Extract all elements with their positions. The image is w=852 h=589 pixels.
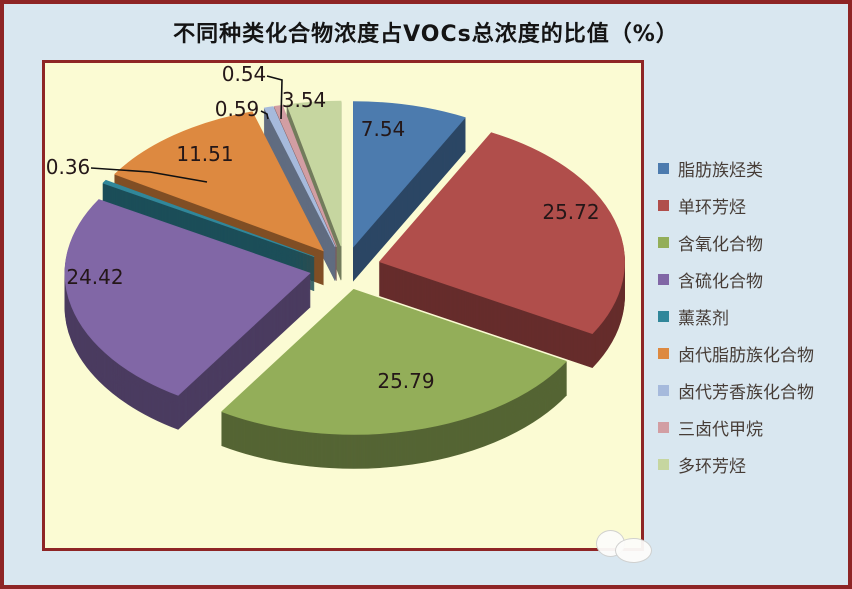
legend-label: 薰蒸剂 <box>678 309 729 329</box>
legend-item: 含氧化合物 <box>658 224 814 261</box>
legend-item: 卤代芳香族化合物 <box>658 372 814 409</box>
legend-item: 薰蒸剂 <box>658 298 814 335</box>
legend-color-swatch <box>658 348 669 359</box>
data-label: 0.36 <box>46 155 91 179</box>
pie-slice-2 <box>378 132 625 335</box>
watermark-face-icon <box>615 538 652 563</box>
legend-item: 三卤代甲烷 <box>658 409 814 446</box>
legend-color-swatch <box>658 237 669 248</box>
leader-line <box>90 167 208 183</box>
legend-label: 含硫化合物 <box>678 272 763 292</box>
legend-color-swatch <box>658 385 669 396</box>
pie-slice-1 <box>353 101 466 248</box>
legend-label: 卤代脂肪族化合物 <box>678 346 814 366</box>
legend-color-swatch <box>658 200 669 211</box>
leader-line <box>260 110 269 120</box>
legend-label: 多环芳烃 <box>678 457 746 477</box>
legend-label: 卤代芳香族化合物 <box>678 383 814 403</box>
legend-item: 含硫化合物 <box>658 261 814 298</box>
legend-label: 三卤代甲烷 <box>678 420 763 440</box>
legend-color-swatch <box>658 459 669 470</box>
plot-area: 7.54 25.72 25.79 24.42 0.36 11.51 0.59 0.54 3.54 <box>42 60 644 551</box>
data-label: 25.72 <box>542 200 599 224</box>
legend-color-swatch <box>658 311 669 322</box>
leader-line <box>266 75 283 120</box>
chart-title: 不同种类化合物浓度占VOCs总浓度的比值（%） <box>173 22 679 47</box>
legend-label: 单环芳烃 <box>678 198 746 218</box>
legend-label: 含氧化合物 <box>678 235 763 255</box>
legend-color-swatch <box>658 422 669 433</box>
pie-slice-7 <box>263 106 336 247</box>
legend-color-swatch <box>658 163 669 174</box>
pie-slice-3 <box>221 288 568 435</box>
legend-label: 脂肪族烃类 <box>678 161 763 181</box>
legend-color-swatch <box>658 274 669 285</box>
pie-slice-4 <box>64 199 311 396</box>
data-label: 7.54 <box>361 117 406 141</box>
data-label: 0.59 <box>215 97 260 121</box>
data-label: 24.42 <box>66 265 123 289</box>
legend-item: 多环芳烃 <box>658 446 814 483</box>
pie-slice-9 <box>286 100 342 247</box>
legend-item: 脂肪族烃类 <box>658 150 814 187</box>
legend: 脂肪族烃类单环芳烃含氧化合物含硫化合物薰蒸剂卤代脂肪族化合物 卤代芳香族化合物 三卤… <box>658 150 814 483</box>
legend-item: 卤代脂肪族化合物 <box>658 335 814 372</box>
pie-slice-8 <box>273 104 337 247</box>
pie-slice-6 <box>114 111 324 252</box>
pie-3d-chart: 7.54 25.72 25.79 24.42 0.36 11.51 0.59 0.54 3.54 <box>46 63 625 469</box>
pie-slice-5 <box>102 179 315 257</box>
watermark-cartoon-faces <box>594 523 666 571</box>
data-label: 0.54 <box>222 63 267 86</box>
data-label: 3.54 <box>282 88 327 112</box>
data-label: 11.51 <box>176 142 233 166</box>
legend-item: 单环芳烃 <box>658 187 814 224</box>
data-label: 25.79 <box>377 369 434 393</box>
